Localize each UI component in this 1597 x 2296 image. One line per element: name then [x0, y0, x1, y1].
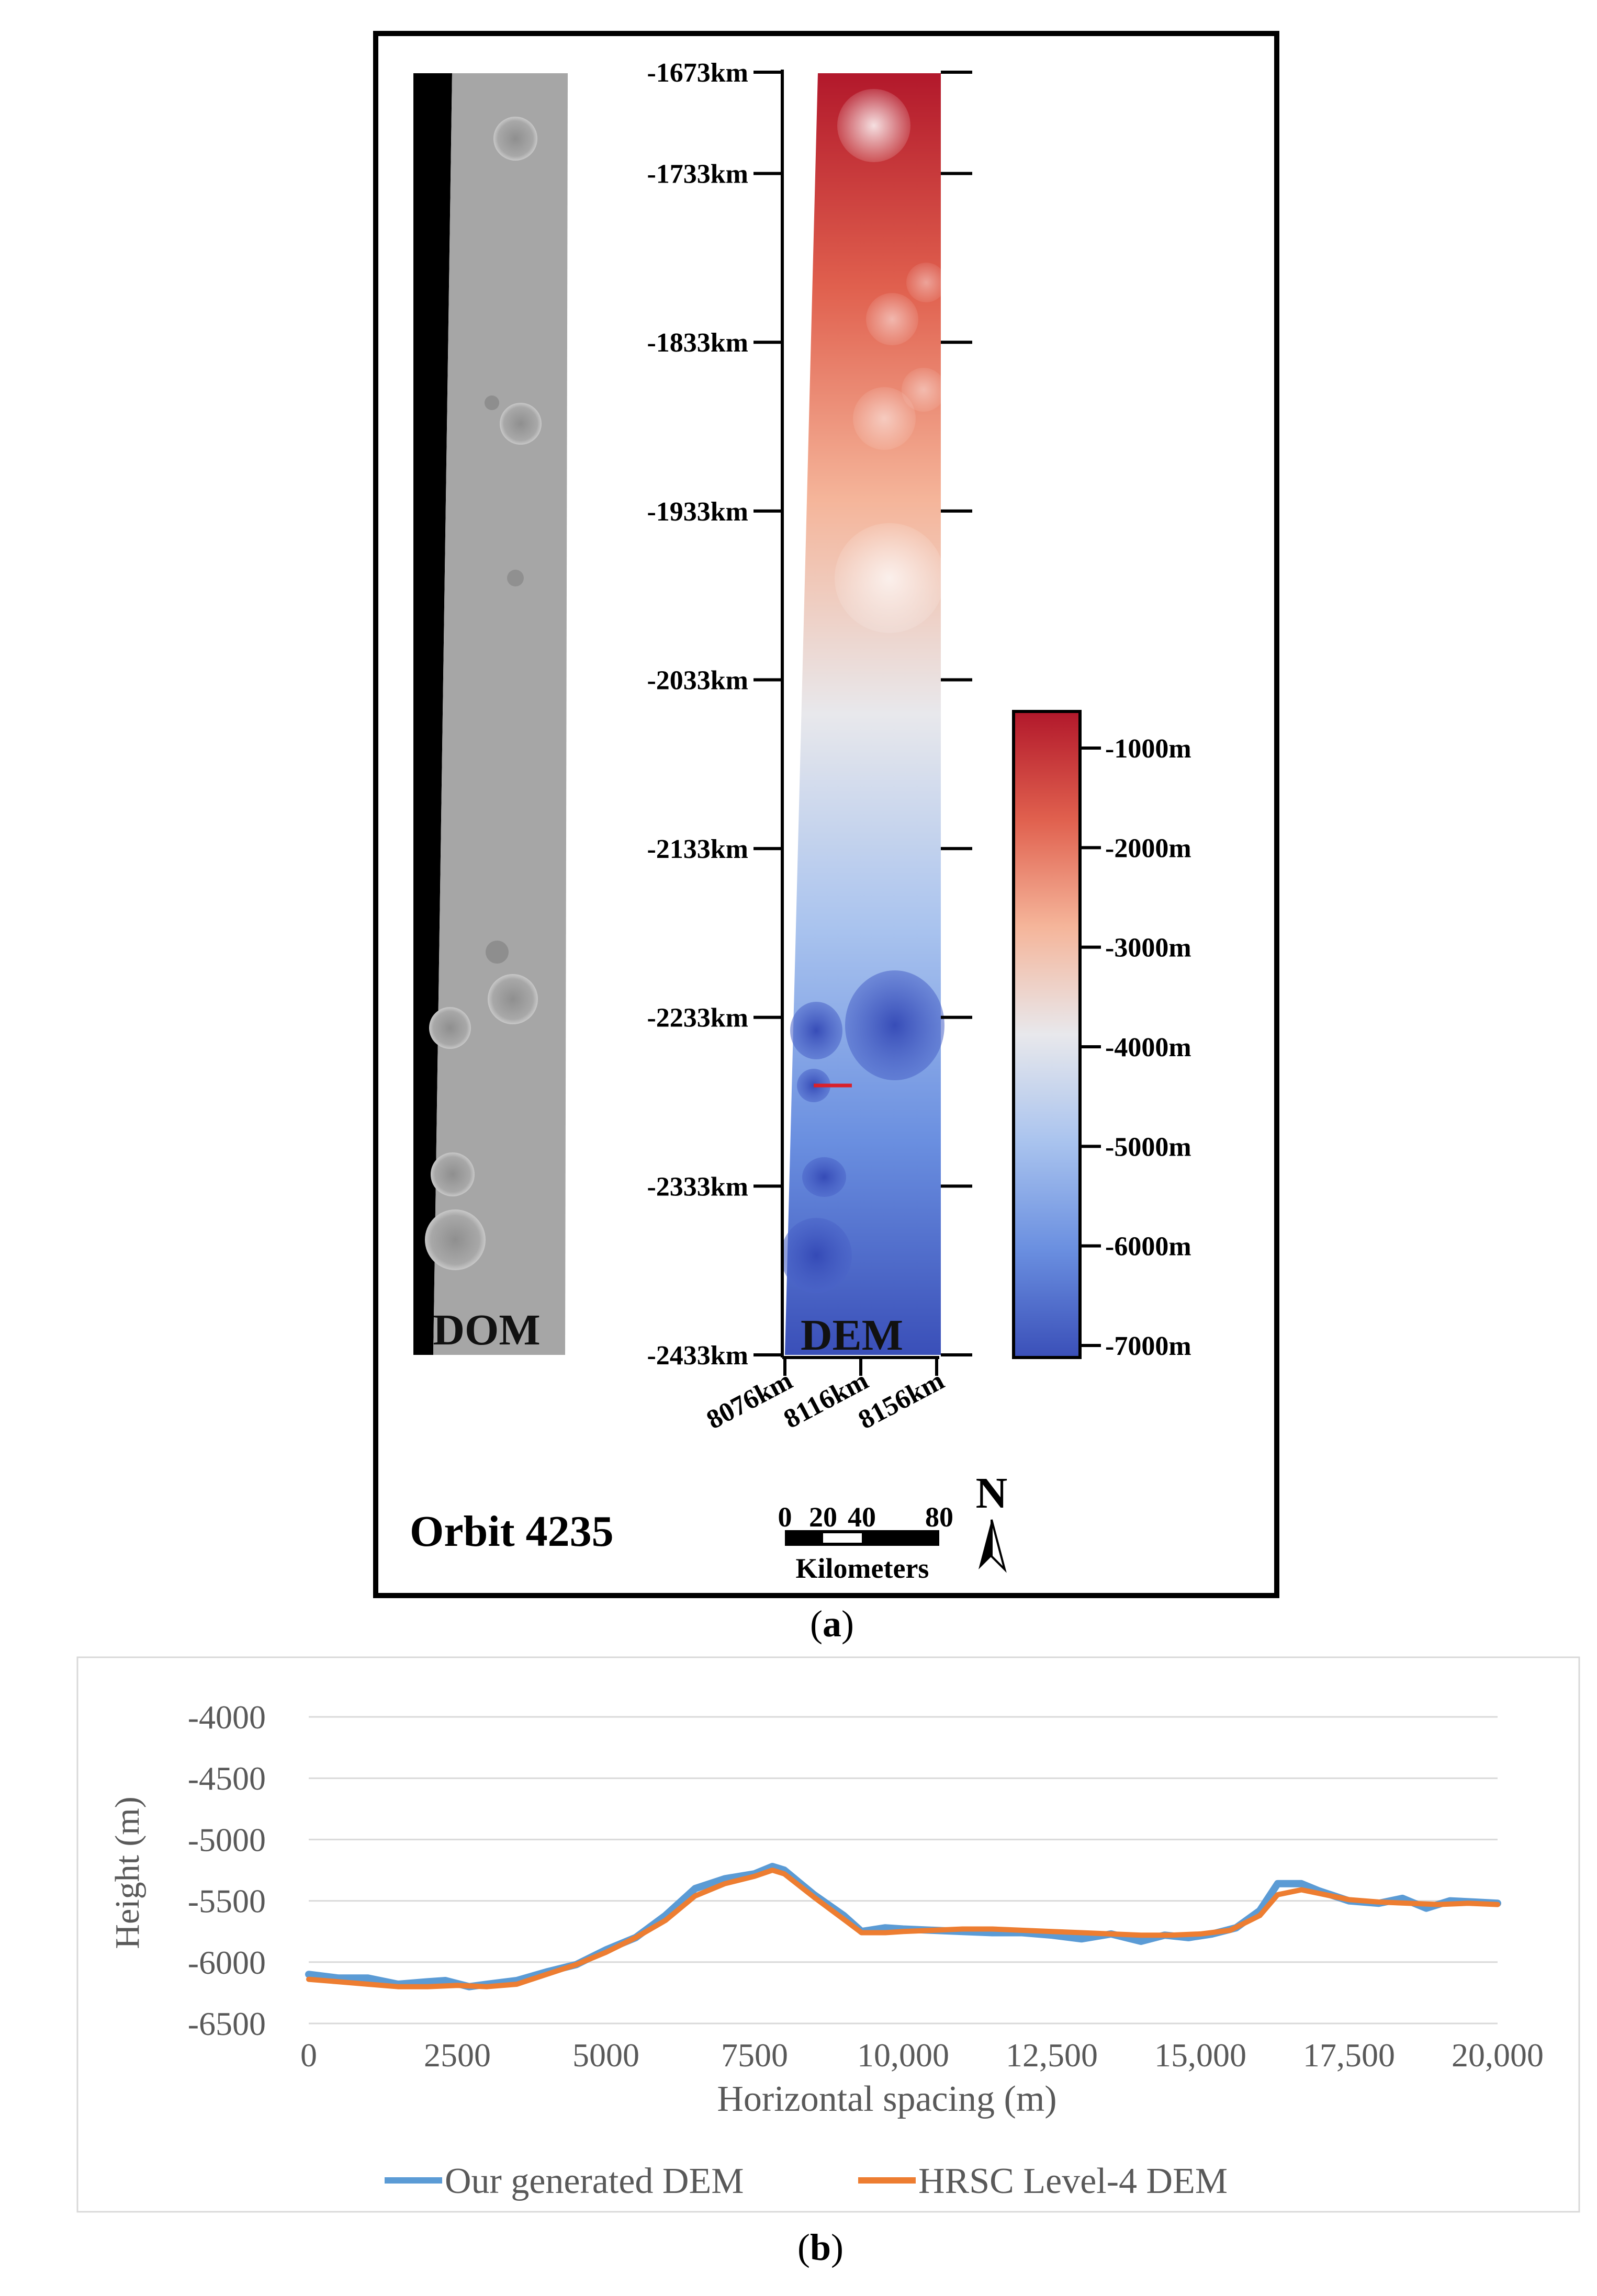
- north-arrow-icon: [991, 1519, 1007, 1573]
- dom-crater: [488, 974, 538, 1024]
- dem-y-tick-label: -2333km: [647, 1172, 748, 1202]
- y-tick-label: -4000: [188, 1699, 266, 1736]
- chart-y-ticks: -4000 -4500 -5000 -5500 -6000 -6500: [188, 1699, 266, 2042]
- y-tick-label: -6000: [188, 1944, 266, 1981]
- legend-label-1: HRSC Level-4 DEM: [918, 2161, 1228, 2201]
- colorbar-bar: [1012, 710, 1082, 1359]
- dom-crater: [507, 570, 524, 586]
- colorbar-tick-label: -3000m: [1105, 933, 1191, 963]
- dom-label: DOM: [433, 1306, 540, 1354]
- dem-y-tick-label: -2033km: [647, 665, 748, 695]
- y-axis-label: Height (m): [108, 1796, 147, 1949]
- colorbar-tick-label: -5000m: [1105, 1132, 1191, 1162]
- dem-crater: [781, 1218, 852, 1293]
- x-tick-label: 2500: [424, 2037, 491, 2074]
- x-tick-label: 17,500: [1303, 2037, 1395, 2074]
- chart-series: [305, 1863, 1501, 1990]
- x-tick-label: 10,000: [857, 2037, 949, 2074]
- caption-a: (a): [810, 1603, 854, 1645]
- north-label: N: [976, 1469, 1008, 1518]
- chart-gridlines: [309, 1716, 1498, 2024]
- dem-y-tick-label: -1933km: [647, 497, 748, 527]
- dem-craters-low: [781, 970, 944, 1293]
- x-tick-label: 5000: [572, 2037, 639, 2074]
- colorbar-tick-label: -4000m: [1105, 1033, 1191, 1062]
- north-arrow-icon: [979, 1520, 992, 1569]
- dem-y-tick-label: -2433km: [647, 1341, 748, 1371]
- x-tick-label: 7500: [721, 2037, 788, 2074]
- dom-crater: [485, 395, 499, 410]
- dem-crater: [902, 368, 946, 412]
- caption-b-letter: b: [810, 2226, 831, 2268]
- colorbar-tick-label: -6000m: [1105, 1232, 1191, 1262]
- scale-tick-label: 80: [925, 1501, 953, 1533]
- dom-crater: [500, 403, 542, 445]
- dem-crater: [790, 1002, 842, 1059]
- scale-bar-segment: [823, 1533, 862, 1543]
- dom-crater: [431, 1152, 475, 1196]
- dem-y-tick-label: -1833km: [647, 328, 748, 358]
- dem-crater: [802, 1157, 846, 1197]
- dom-crater: [429, 1007, 471, 1049]
- caption-a-letter: a: [823, 1603, 841, 1645]
- dem-label: DEM: [801, 1311, 903, 1360]
- y-tick-label: -5500: [188, 1883, 266, 1920]
- dem-crater: [906, 263, 946, 302]
- map-figure: DOM DEM -1673km -1733km -1833km -1933km -203…: [373, 31, 1279, 1645]
- dem-y-tick-label: -2233km: [647, 1003, 748, 1033]
- dem-crater: [845, 970, 944, 1080]
- chart-x-ticks: 0 2500 5000 7500 10,000 12,500 15,000 17,500 20,…: [300, 2037, 1544, 2074]
- x-axis-label: Horizontal spacing (m): [717, 2079, 1056, 2119]
- colorbar: -1000m -2000m -3000m -4000m -5000m -6000m -700…: [1012, 710, 1191, 1361]
- y-tick-label: -4500: [188, 1760, 266, 1797]
- dom-crater: [486, 941, 509, 964]
- colorbar-tick-label: -2000m: [1105, 833, 1191, 863]
- x-tick-label: 12,500: [1006, 2037, 1098, 2074]
- north-arrow: N: [976, 1469, 1008, 1573]
- chart-frame: [76, 1656, 1580, 2213]
- x-tick-label: 15,000: [1154, 2037, 1246, 2074]
- dem-y-tick-label: -1733km: [647, 160, 748, 189]
- legend-label-0: Our generated DEM: [445, 2161, 744, 2201]
- dem-crater: [866, 293, 918, 345]
- colorbar-tick-label: -1000m: [1105, 734, 1191, 764]
- scale-unit-label: Kilometers: [796, 1553, 929, 1584]
- orbit-label: Orbit 4235: [410, 1507, 614, 1556]
- dom-crater: [493, 117, 537, 161]
- y-tick-label: -5000: [188, 1821, 266, 1858]
- dem-y-tick-label: -2133km: [647, 834, 748, 864]
- chart-legend: Our generated DEM HRSC Level-4 DEM: [385, 2161, 1228, 2201]
- dem-image: DEM: [781, 73, 946, 1360]
- dom-nodata-area: [413, 73, 452, 1355]
- dem-y-ticks: -1673km -1733km -1833km -1933km -2033km -2133…: [647, 58, 972, 1371]
- dem-crater: [853, 387, 916, 450]
- series-line-1: [306, 1868, 1500, 1989]
- colorbar-tick-label: -7000m: [1105, 1331, 1191, 1361]
- x-tick-label: 0: [300, 2037, 317, 2074]
- scale-bar-segment: [785, 1530, 939, 1546]
- dem-craters-high: [835, 89, 946, 633]
- y-tick-label: -6500: [188, 2005, 266, 2042]
- scale-tick-label: 40: [848, 1501, 876, 1533]
- scale-tick-label: 20: [809, 1501, 837, 1533]
- dem-crater: [835, 523, 944, 633]
- dem-y-tick-label: -1673km: [647, 58, 748, 88]
- scale-bar: 0 20 40 80 Kilometers: [778, 1501, 954, 1584]
- dom-image: DOM: [413, 73, 568, 1355]
- colorbar-ticks: -1000m -2000m -3000m -4000m -5000m -6000m -700…: [1080, 734, 1191, 1361]
- dom-crater: [425, 1209, 486, 1270]
- caption-b: (b): [797, 2226, 844, 2268]
- x-tick-label: 20,000: [1452, 2037, 1544, 2074]
- scale-tick-label: 0: [778, 1501, 792, 1533]
- dem-crater: [837, 89, 910, 162]
